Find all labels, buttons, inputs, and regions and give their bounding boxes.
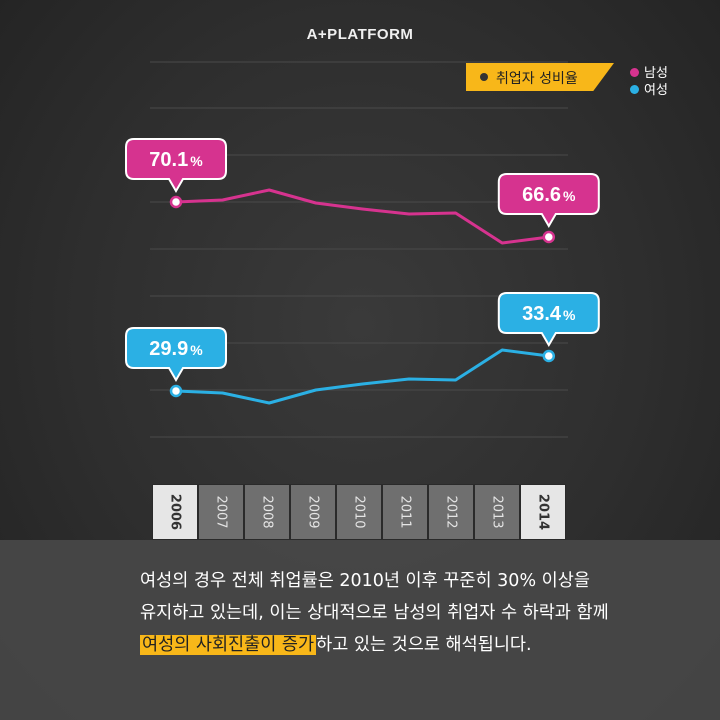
callout-bubble-0-1 <box>497 173 600 228</box>
callout-bubble-1-1 <box>497 292 600 347</box>
caption-line-3-rest: 하고 있는 것으로 해석됩니다. <box>316 635 532 655</box>
callout-bubble-1-0 <box>125 327 227 382</box>
legend-label-female: 여성 <box>644 83 668 98</box>
legend-swatch-male-icon <box>630 68 639 77</box>
caption-line-3: 여성의 사회진출이 증가 하고 있는 것으로 해석됩니다. <box>140 631 532 656</box>
caption-highlight: 여성의 사회진출이 증가 <box>140 635 317 655</box>
series-line-0 <box>175 188 549 245</box>
year-text-2012: 2012 <box>443 495 459 529</box>
legend-item-female: 여성 <box>630 79 668 98</box>
callout-label-1-0: 29.9% <box>149 338 203 360</box>
legend-label-male: 남성 <box>644 66 668 81</box>
caption-panel: 여성의 경우 전체 취업률은 2010년 이후 꾸준히 30% 이상을 유지하고… <box>0 540 720 720</box>
legend-title-box: 취업자 성비율 <box>466 63 614 91</box>
year-label-2006: 2006 <box>152 484 198 540</box>
brand-logo: A+PLATFORM <box>306 26 414 43</box>
year-label-2014: 2014 <box>520 484 566 540</box>
caption-line-1: 여성의 경우 전체 취업률은 2010년 이후 꾸준히 30% 이상을 <box>140 571 590 591</box>
year-text-2009: 2009 <box>305 495 321 529</box>
year-label-2010: 2010 <box>336 484 382 540</box>
series-line-1 <box>175 348 549 405</box>
point-marker-1-1 <box>542 349 556 363</box>
year-text-2008: 2008 <box>259 495 275 529</box>
line-chart: 70.1 % 66.6 % 29.9 % 33.4% <box>125 61 600 438</box>
point-marker-1-0 <box>169 384 183 398</box>
year-text-2010: 2010 <box>351 495 367 529</box>
point-marker-0-1 <box>542 230 556 244</box>
legend-bullet-icon <box>480 73 488 81</box>
year-text-2013: 2013 <box>489 495 505 529</box>
year-label-2007: 2007 <box>198 484 244 540</box>
callout-bubble-0-0 <box>125 138 227 193</box>
legend-swatch-female-icon <box>630 85 639 94</box>
caption-line-2: 유지하고 있는데, 이는 상대적으로 남성의 취업자 수 하락과 함께 <box>140 603 609 623</box>
year-text-2014: 2014 <box>535 493 551 531</box>
legend-item-male: 남성 <box>630 62 668 81</box>
year-label-2012: 2012 <box>428 484 474 540</box>
point-marker-0-0 <box>169 195 183 209</box>
callout-label-1-1: 33.4% <box>522 303 576 325</box>
callout-label-0-1: 66.6% <box>522 184 576 206</box>
year-label-2008: 2008 <box>244 484 290 540</box>
callout-label-0-0: 70.1% <box>149 149 203 171</box>
year-label-2011: 2011 <box>382 484 428 540</box>
year-text-2011: 2011 <box>397 495 413 529</box>
year-label-2009: 2009 <box>290 484 336 540</box>
year-label-2013: 2013 <box>474 484 520 540</box>
year-text-2007: 2007 <box>213 495 229 529</box>
year-text-2006: 2006 <box>167 493 183 531</box>
x-axis-year-labels: 2006 2007 2008 2009 2010 2011 2012 2013 2014 <box>152 484 566 540</box>
legend-title: 취업자 성비율 <box>496 71 578 87</box>
